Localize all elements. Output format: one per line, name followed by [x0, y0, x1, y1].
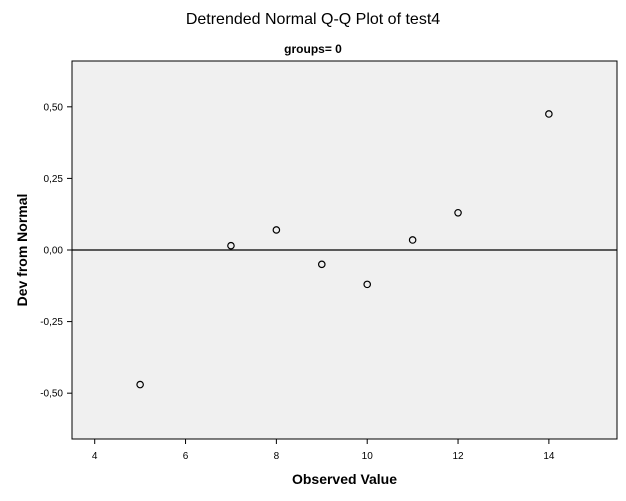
x-tick-label: 8	[274, 451, 280, 462]
y-tick-label: -0,50	[40, 389, 63, 400]
y-tick-label: -0,25	[40, 317, 63, 328]
y-axis-ticks: -0,50 -0,25 0,00 0,25 0,50	[40, 102, 72, 400]
data-point	[227, 241, 235, 250]
x-tick-label: 4	[92, 451, 98, 462]
chart-subtitle: groups= 0	[284, 42, 342, 56]
chart-title: Detrended Normal Q-Q Plot of test4	[185, 11, 441, 28]
x-axis-ticks: 4 6 8 10 12 14	[92, 439, 555, 462]
data-point	[545, 110, 553, 118]
x-tick-label: 6	[183, 451, 189, 462]
data-points	[136, 110, 553, 389]
x-tick-label: 10	[362, 451, 374, 462]
data-point	[136, 380, 144, 389]
data-point	[272, 226, 281, 234]
y-tick-label: 0,50	[44, 102, 64, 113]
x-tick-label: 14	[543, 451, 555, 462]
y-tick-label: 0,00	[44, 246, 64, 257]
y-axis-label: Dev from Normal	[14, 194, 30, 307]
data-point	[454, 208, 462, 217]
data-point	[317, 260, 326, 269]
x-tick-label: 12	[452, 451, 464, 462]
x-axis-label: Observed Value	[292, 471, 397, 487]
data-point	[363, 280, 372, 289]
data-point	[408, 236, 417, 244]
y-tick-label: 0,25	[44, 174, 64, 185]
